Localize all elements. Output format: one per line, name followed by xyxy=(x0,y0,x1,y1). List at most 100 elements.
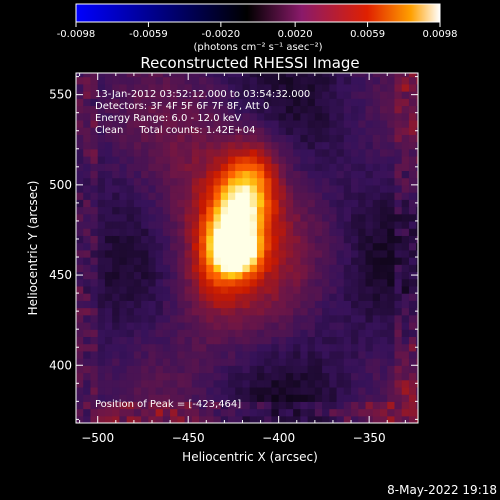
heatmap-cell xyxy=(408,112,417,121)
heatmap-cell xyxy=(372,285,381,294)
heatmap-cell xyxy=(416,293,418,301)
heatmap-cell xyxy=(133,271,142,280)
heatmap-cell xyxy=(264,220,273,229)
heatmap-cell xyxy=(104,386,113,395)
heatmap-cell xyxy=(97,257,106,265)
heatmap-cell xyxy=(256,350,265,359)
heatmap-cell xyxy=(307,76,316,85)
heatmap-cell xyxy=(401,199,410,208)
heatmap-cell xyxy=(104,184,113,193)
heatmap-cell xyxy=(141,119,149,128)
heatmap-cell xyxy=(228,163,236,172)
heatmap-cell xyxy=(329,293,338,301)
heatmap-cell xyxy=(329,336,338,345)
heatmap-cell xyxy=(76,408,84,417)
heatmap-cell xyxy=(314,329,323,338)
heatmap-cell xyxy=(380,350,388,359)
heatmap-cell xyxy=(141,336,149,345)
heatmap-cell xyxy=(329,365,338,374)
heatmap-cell xyxy=(387,184,396,193)
heatmap-cell xyxy=(228,98,236,107)
heatmap-cell xyxy=(343,358,352,366)
heatmap-cell xyxy=(365,83,374,92)
heatmap-cell xyxy=(249,141,258,150)
heatmap-cell xyxy=(119,206,128,215)
heatmap-cell xyxy=(365,98,374,107)
heatmap-cell xyxy=(285,206,294,215)
heatmap-cell xyxy=(155,278,164,287)
heatmap-cell xyxy=(206,264,215,273)
heatmap-cell xyxy=(126,184,135,193)
heatmap-cell xyxy=(104,257,113,265)
heatmap-cell xyxy=(387,192,396,200)
heatmap-cell xyxy=(408,105,417,114)
heatmap-cell xyxy=(112,91,121,99)
heatmap-cell xyxy=(401,401,410,410)
heatmap-cell xyxy=(126,235,135,244)
heatmap-cell xyxy=(256,285,265,294)
heatmap-cell xyxy=(148,112,157,121)
heatmap-cell xyxy=(300,249,309,258)
heatmap-cell xyxy=(401,170,410,179)
heatmap-cell xyxy=(358,271,367,280)
heatmap-cell xyxy=(191,271,200,280)
heatmap-cell xyxy=(76,394,84,402)
heatmap-cell xyxy=(372,155,381,164)
heatmap-cell xyxy=(126,83,135,92)
heatmap-cell xyxy=(264,141,273,150)
heatmap-cell xyxy=(387,148,396,157)
heatmap-cell xyxy=(90,300,99,309)
heatmap-cell xyxy=(242,235,251,244)
heatmap-cell xyxy=(213,228,222,236)
heatmap-cell xyxy=(155,379,164,388)
heatmap-cell xyxy=(372,329,381,338)
heatmap-cell xyxy=(307,336,316,345)
heatmap-cell xyxy=(133,228,142,236)
heatmap-cell xyxy=(293,321,301,330)
heatmap-cell xyxy=(199,76,207,85)
heatmap-cell xyxy=(343,379,352,388)
heatmap-cell xyxy=(242,73,251,78)
heatmap-cell xyxy=(133,163,142,172)
heatmap-cell xyxy=(387,163,396,172)
heatmap-cell xyxy=(228,408,236,417)
heatmap-cell xyxy=(213,365,222,374)
heatmap-cell xyxy=(343,386,352,395)
heatmap-cell xyxy=(249,365,258,374)
heatmap-cell xyxy=(336,119,345,128)
heatmap-cell xyxy=(387,394,396,402)
heatmap-cell xyxy=(126,300,135,309)
colorbar-tick-label: 0.0020 xyxy=(278,29,313,40)
heatmap-cell xyxy=(235,235,244,244)
heatmap-cell xyxy=(351,372,359,381)
heatmap-cell xyxy=(119,329,128,338)
heatmap-cell xyxy=(83,192,92,200)
heatmap-cell xyxy=(141,394,149,402)
heatmap-cell xyxy=(351,343,359,352)
heatmap-cell xyxy=(249,73,258,78)
heatmap-cell xyxy=(76,249,84,258)
heatmap-cell xyxy=(358,148,367,157)
heatmap-cell xyxy=(256,329,265,338)
heatmap-cell xyxy=(90,98,99,107)
heatmap-cell xyxy=(148,329,157,338)
heatmap-cell xyxy=(170,321,178,330)
heatmap-cell xyxy=(170,415,178,423)
heatmap-cell xyxy=(133,264,142,273)
heatmap-cell xyxy=(394,321,403,330)
heatmap-cell xyxy=(300,257,309,265)
heatmap-cell xyxy=(206,127,215,135)
heatmap-cell xyxy=(300,148,309,157)
heatmap-cell xyxy=(141,155,149,164)
heatmap-cell xyxy=(184,401,193,410)
heatmap-cell xyxy=(155,73,164,78)
heatmap-cell xyxy=(148,235,157,244)
heatmap-cell xyxy=(256,372,265,381)
heatmap-cell xyxy=(307,112,316,121)
heatmap-cell xyxy=(112,213,121,222)
heatmap-cell xyxy=(119,73,128,78)
heatmap-cell xyxy=(307,307,316,316)
heatmap-cell xyxy=(387,278,396,287)
heatmap-cell xyxy=(112,242,121,251)
